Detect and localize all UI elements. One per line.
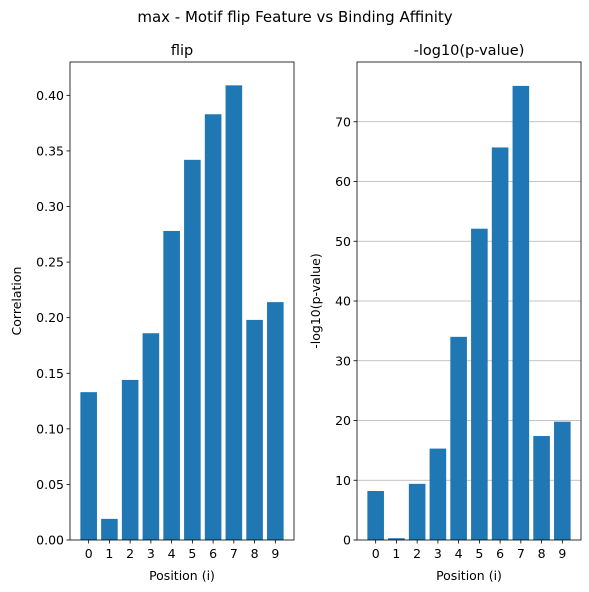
bar bbox=[204, 114, 222, 540]
x-tick-label: 9 bbox=[271, 546, 279, 561]
bar bbox=[471, 228, 488, 540]
x-tick-label: 0 bbox=[372, 546, 380, 561]
bar bbox=[450, 336, 467, 540]
y-axis-label: -log10(p-value) bbox=[308, 253, 323, 348]
bar bbox=[429, 448, 447, 540]
x-tick-label: 7 bbox=[517, 546, 525, 561]
bar bbox=[246, 319, 263, 540]
bar bbox=[142, 333, 160, 540]
y-tick-label: 0.40 bbox=[36, 88, 64, 103]
y-tick-label: 0.35 bbox=[36, 143, 64, 158]
y-tick-label: 70 bbox=[335, 114, 351, 129]
y-tick-label: 0.05 bbox=[36, 477, 64, 492]
correlation-chart-panel: 0.00 0.05 0.10 0.15 0.20 0.25 0.30 0.35 0.40 0 1 2 3… bbox=[9, 43, 295, 583]
y-tick-label: 0.15 bbox=[36, 366, 64, 381]
bar bbox=[408, 483, 426, 540]
y-tick-label: 0.30 bbox=[36, 199, 64, 214]
bar bbox=[163, 230, 180, 540]
bar bbox=[388, 538, 405, 540]
x-tick-label: 7 bbox=[230, 546, 238, 561]
x-tick-label: 8 bbox=[251, 546, 259, 561]
y-tick-label: 50 bbox=[335, 234, 351, 249]
x-tick-label: 2 bbox=[126, 546, 134, 561]
figure-title: max - Motif flip Feature vs Binding Affi… bbox=[137, 8, 452, 26]
bar bbox=[491, 147, 509, 540]
x-axis-label: Position (i) bbox=[436, 568, 502, 583]
x-tick-label: 3 bbox=[434, 546, 442, 561]
x-tick-label: 1 bbox=[392, 546, 400, 561]
bar bbox=[121, 379, 139, 540]
x-tick-label: 0 bbox=[85, 546, 93, 561]
y-tick-label: 0 bbox=[343, 533, 351, 548]
x-tick-label: 9 bbox=[558, 546, 566, 561]
x-tick-label: 5 bbox=[475, 546, 483, 561]
y-axis-label: Correlation bbox=[9, 267, 24, 336]
x-tick-label: 4 bbox=[455, 546, 463, 561]
x-tick-label: 4 bbox=[168, 546, 176, 561]
y-tick-label: 40 bbox=[335, 294, 351, 309]
plot-frame bbox=[69, 61, 295, 541]
x-tick-label: 6 bbox=[496, 546, 504, 561]
bar bbox=[80, 392, 97, 540]
y-tick-label: 0.00 bbox=[36, 533, 64, 548]
x-tick-label: 8 bbox=[538, 546, 546, 561]
bar bbox=[512, 85, 530, 541]
bar bbox=[367, 491, 384, 540]
bar bbox=[554, 421, 571, 540]
bar bbox=[101, 518, 118, 540]
chart-title: flip bbox=[171, 43, 193, 59]
x-tick-label: 1 bbox=[105, 546, 113, 561]
bar bbox=[184, 159, 201, 541]
y-tick-label: 60 bbox=[335, 174, 351, 189]
x-tick-label: 2 bbox=[413, 546, 421, 561]
x-tick-label: 3 bbox=[147, 546, 155, 561]
x-tick-label: 6 bbox=[209, 546, 217, 561]
chart-title: -log10(p-value) bbox=[414, 43, 525, 59]
bar bbox=[225, 85, 243, 541]
y-tick-label: 30 bbox=[335, 353, 351, 368]
x-tick-label: 5 bbox=[188, 546, 196, 561]
y-tick-label: 0.25 bbox=[36, 255, 64, 270]
bar bbox=[267, 302, 284, 540]
y-tick-label: 20 bbox=[335, 413, 351, 428]
y-tick-label: 0.20 bbox=[36, 310, 64, 325]
y-tick-label: 10 bbox=[335, 473, 351, 488]
y-tick-label: 0.10 bbox=[36, 421, 64, 436]
bar bbox=[533, 436, 550, 540]
x-axis-label: Position (i) bbox=[149, 568, 215, 583]
